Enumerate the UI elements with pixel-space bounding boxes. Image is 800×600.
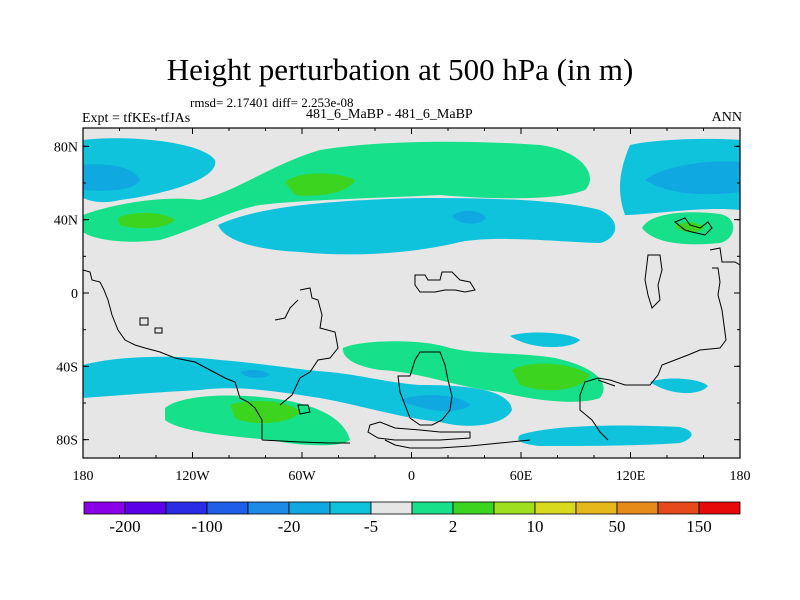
colorbar-swatch <box>247 501 290 515</box>
contour-blob <box>83 356 512 426</box>
colorbar-label: 50 <box>608 517 626 536</box>
colorbar-swatch <box>83 501 126 515</box>
coastline-australia <box>674 217 713 236</box>
colorbar-swatch <box>370 501 413 515</box>
coastline-central-america <box>154 327 163 334</box>
coastline-africa <box>397 351 453 426</box>
coastline-antarctica-ice <box>384 439 531 449</box>
x-tick-label: 120E <box>616 469 646 484</box>
coastlines <box>83 217 740 449</box>
colorbar-swatch <box>534 501 577 515</box>
colorbar-label: 2 <box>448 517 458 536</box>
coastline-antarctica-east <box>261 439 350 444</box>
y-tick-label: 0 <box>71 287 78 302</box>
contour-blob <box>510 332 580 348</box>
coastline-southeast-asia <box>597 379 616 387</box>
coastline-asia-east <box>644 254 663 309</box>
colorbar-swatch <box>698 501 741 515</box>
contour-blob <box>230 400 300 424</box>
experiment-label: Expt = tfKEs-tfJAs <box>82 111 191 126</box>
contour-blob <box>675 222 705 233</box>
axes: 80N 40N 0 40S 80S 180 120W 60W 0 60E 120E 180 <box>54 128 751 484</box>
coastline-india <box>414 271 476 293</box>
center-label: 481_6_MaBP - 481_6_MaBP <box>306 107 473 122</box>
colorbar-swatch <box>575 501 618 515</box>
x-tick-label: 60W <box>288 469 316 484</box>
contour-blob <box>218 198 616 255</box>
chart-title: Height perturbation at 500 hPa (in m) <box>166 52 634 87</box>
contour-blob <box>83 164 140 191</box>
contour-blob <box>452 210 486 224</box>
contour-blob <box>650 378 708 394</box>
y-tick-label: 80S <box>56 434 78 449</box>
colorbar-label: -5 <box>363 517 379 536</box>
coastline-south-america <box>279 287 339 406</box>
colorbar <box>83 501 741 515</box>
colorbar-swatch <box>616 501 659 515</box>
coastline-americas <box>83 269 263 440</box>
y-tick-label: 40S <box>56 360 78 375</box>
plot-area <box>82 127 741 459</box>
coastline-north-america <box>139 317 149 326</box>
contour-blob <box>240 369 270 378</box>
stats-text: rmsd= 2.17401 diff= 2.253e-08 <box>190 95 354 110</box>
colorbar-swatch <box>411 501 454 515</box>
x-tick-label: 120W <box>175 469 210 484</box>
contour-blob <box>518 425 692 446</box>
colorbar-label: -200 <box>109 517 141 536</box>
contour-blob <box>118 212 175 229</box>
coastline-antarctica <box>367 421 471 441</box>
season-label: ANN <box>711 110 742 125</box>
colorbar-swatch <box>124 501 167 515</box>
colorbar-swatch <box>657 501 700 515</box>
contour-blob <box>512 363 590 391</box>
coastline-island-chain <box>579 267 727 441</box>
colorbar-label: -20 <box>277 517 301 536</box>
contour-blob <box>645 161 740 195</box>
x-tick-label: 0 <box>408 469 415 484</box>
y-tick-label: 80N <box>54 140 78 155</box>
coastline-asia-north <box>709 247 740 266</box>
colorbar-swatch <box>165 501 208 515</box>
x-tick-label: 180 <box>730 469 751 484</box>
colorbar-swatch <box>206 501 249 515</box>
colorbar-label: 150 <box>686 517 712 536</box>
colorbar-swatch <box>452 501 495 515</box>
contour-blob <box>285 173 355 196</box>
colorbar-label: 10 <box>526 517 544 536</box>
x-tick-label: 180 <box>73 469 94 484</box>
colorbar-swatch <box>493 501 536 515</box>
colorbar-swatch <box>329 501 372 515</box>
colorbar-swatch <box>288 501 331 515</box>
contour-blob <box>400 395 470 412</box>
colorbar-label: -100 <box>191 517 223 536</box>
y-tick-label: 40N <box>54 214 78 229</box>
coastline-south-america-east <box>274 299 299 321</box>
contour-fills <box>83 138 740 446</box>
x-tick-label: 60E <box>510 469 533 484</box>
coastline-antarctica-west <box>297 404 311 415</box>
